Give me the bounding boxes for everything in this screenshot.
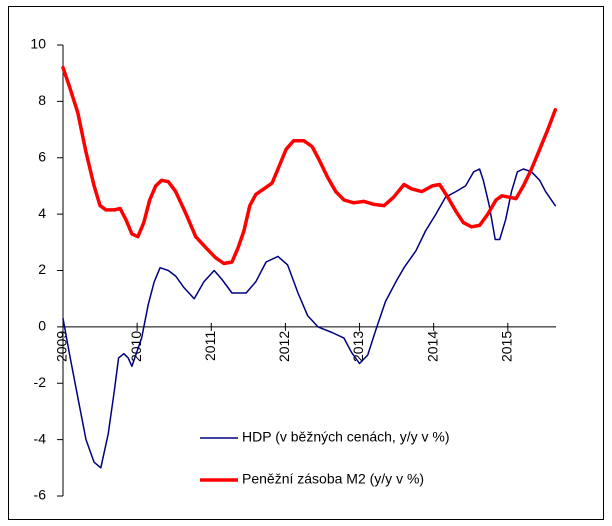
y-tick-label: 0 [38, 318, 46, 334]
series-line [62, 168, 557, 469]
x-tick-label: 2010 [128, 331, 144, 362]
y-tick-label: 10 [30, 36, 46, 52]
y-tick-label: 6 [38, 148, 46, 164]
series-line [61, 65, 558, 266]
y-tick-label: -6 [34, 487, 47, 503]
x-tick-label: 2014 [424, 331, 440, 362]
legend-label: Peněžní zásoba M2 (y/y v %) [242, 471, 424, 487]
legend-label: HDP (v běžných cenách, y/y v %) [242, 429, 449, 445]
x-tick-label: 2011 [202, 331, 218, 361]
y-tick-label: 2 [38, 261, 46, 277]
x-tick-label: 2012 [276, 331, 292, 362]
y-tick-label: 4 [38, 205, 46, 221]
x-tick-label: 2015 [499, 331, 515, 362]
x-tick-label: 2013 [350, 331, 366, 362]
y-tick-label: -2 [34, 374, 47, 390]
y-tick-label: 8 [38, 92, 46, 108]
x-tick-label: 2009 [54, 331, 70, 362]
y-tick-label: -4 [34, 430, 47, 446]
